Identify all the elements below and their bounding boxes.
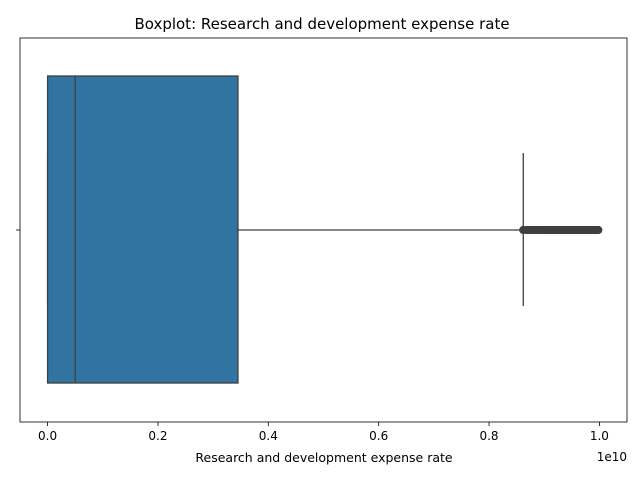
x-tick-label: 1.0 [590,429,609,443]
x-axis-offset-label: 1e10 [597,450,627,464]
x-tick-label: 0.8 [479,429,498,443]
iqr-box [46,75,239,384]
plot-area [46,75,603,384]
x-tick-label: 0.4 [259,429,278,443]
x-tick-label: 0.2 [148,429,167,443]
outlier-point [594,225,603,235]
x-tick-label: 0.0 [38,429,57,443]
x-axis-label: Research and development expense rate [195,450,453,465]
chart-title: Boxplot: Research and development expens… [134,15,509,33]
x-tick-label: 0.6 [369,429,388,443]
x-axis: 0.0 0.2 0.4 0.6 0.8 1.0 [38,422,609,443]
